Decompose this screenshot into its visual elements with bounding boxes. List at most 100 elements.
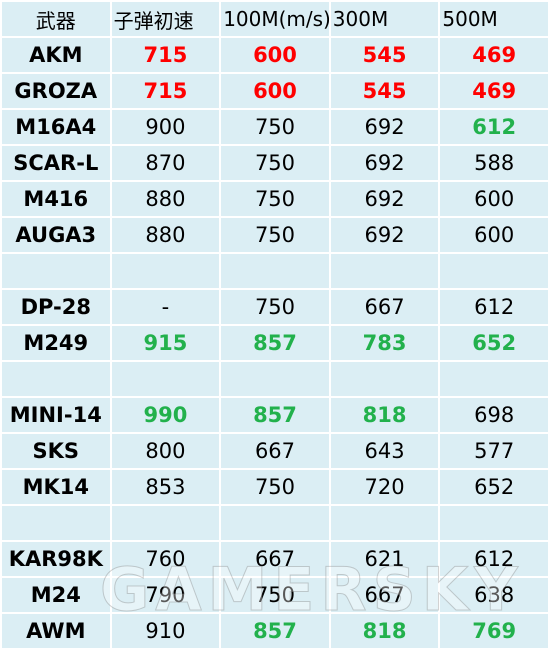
velocity-cell: 880 <box>109 180 222 218</box>
weapon-name: GROZA <box>0 72 112 110</box>
velocity-cell: 783 <box>328 324 441 362</box>
velocity-cell: 750 <box>219 144 331 182</box>
velocity-cell: 469 <box>438 72 550 110</box>
velocity-cell: 800 <box>109 432 222 470</box>
velocity-cell: 588 <box>438 144 550 182</box>
header-cell: 100M(m/s) <box>219 0 331 38</box>
empty-cell <box>0 504 112 542</box>
velocity-cell: 667 <box>328 288 441 326</box>
velocity-cell: 612 <box>438 288 550 326</box>
header-cell: 武器 <box>0 0 112 38</box>
empty-cell <box>219 360 331 398</box>
data-row: DP-28-750 667 612 <box>0 288 550 326</box>
spacer-row <box>0 360 550 398</box>
velocity-cell: 769 <box>438 612 550 650</box>
empty-cell <box>0 252 112 290</box>
velocity-cell: 612 <box>438 108 550 146</box>
weapon-name: M24 <box>0 576 112 614</box>
velocity-cell: - <box>109 288 222 326</box>
spacer-row <box>0 504 550 542</box>
empty-cell <box>0 360 112 398</box>
header-cell: 500M <box>438 0 550 38</box>
velocity-cell: 870 <box>109 144 222 182</box>
velocity-cell: 880 <box>109 216 222 254</box>
velocity-cell: 667 <box>328 576 441 614</box>
data-row: MK14 853 750 720 652 <box>0 468 550 506</box>
velocity-cell: 600 <box>219 72 331 110</box>
velocity-cell: 692 <box>328 216 441 254</box>
velocity-cell: 857 <box>219 612 331 650</box>
velocity-cell: 750 <box>219 468 331 506</box>
empty-cell <box>328 360 441 398</box>
data-row: AWM 910 857 818 769 <box>0 612 550 650</box>
weapon-name: M16A4 <box>0 108 112 146</box>
velocity-cell: 545 <box>328 72 441 110</box>
empty-cell <box>109 360 222 398</box>
header-cell: 300M <box>328 0 441 38</box>
velocity-cell: 900 <box>109 108 222 146</box>
velocity-cell: 818 <box>328 612 441 650</box>
velocity-cell: 600 <box>438 216 550 254</box>
velocity-cell: 750 <box>219 108 331 146</box>
weapon-name: M249 <box>0 324 112 362</box>
weapon-name: MINI-14 <box>0 396 112 434</box>
empty-cell <box>219 252 331 290</box>
velocity-cell: 652 <box>438 324 550 362</box>
header-row: 武器 子弹初速 100M(m/s) 300M 500M <box>0 0 550 38</box>
weapon-name: AKM <box>0 36 112 74</box>
velocity-cell: 469 <box>438 36 550 74</box>
velocity-cell: 652 <box>438 468 550 506</box>
velocity-cell: 857 <box>219 324 331 362</box>
velocity-cell: 715 <box>109 72 222 110</box>
weapon-name: AWM <box>0 612 112 650</box>
weapon-name: SKS <box>0 432 112 470</box>
spacer-row <box>0 252 550 290</box>
data-row: M16A4 900 750 692 612 <box>0 108 550 146</box>
velocity-cell: 692 <box>328 180 441 218</box>
velocity-cell: 915 <box>109 324 222 362</box>
velocity-cell: 612 <box>438 540 550 578</box>
velocity-cell: 667 <box>219 540 331 578</box>
empty-cell <box>438 504 550 542</box>
empty-cell <box>109 504 222 542</box>
velocity-cell: 990 <box>109 396 222 434</box>
data-row: M249 915 857 783 652 <box>0 324 550 362</box>
data-row: KAR98K 760 667 621 612 <box>0 540 550 578</box>
weapon-name: AUGA3 <box>0 216 112 254</box>
velocity-cell: 910 <box>109 612 222 650</box>
empty-cell <box>328 504 441 542</box>
velocity-cell: 638 <box>438 576 550 614</box>
data-row: AKM 715 600 545 469 <box>0 36 550 74</box>
data-row: M416 880 750 692 600 <box>0 180 550 218</box>
weapon-name: MK14 <box>0 468 112 506</box>
weapon-name: M416 <box>0 180 112 218</box>
data-row: MINI-14 990 857 818 698 <box>0 396 550 434</box>
header-cell: 子弹初速 <box>109 0 222 38</box>
velocity-cell: 750 <box>219 180 331 218</box>
velocity-cell: 790 <box>109 576 222 614</box>
velocity-cell: 667 <box>219 432 331 470</box>
velocity-cell: 643 <box>328 432 441 470</box>
velocity-cell: 853 <box>109 468 222 506</box>
velocity-cell: 545 <box>328 36 441 74</box>
data-row: SCAR-L 870 750 692 588 <box>0 144 550 182</box>
velocity-cell: 715 <box>109 36 222 74</box>
weapon-name: DP-28 <box>0 288 112 326</box>
empty-cell <box>438 360 550 398</box>
velocity-cell: 720 <box>328 468 441 506</box>
data-row: AUGA3 880 750 692 600 <box>0 216 550 254</box>
velocity-cell: 600 <box>219 36 331 74</box>
velocity-cell: 818 <box>328 396 441 434</box>
weapon-name: KAR98K <box>0 540 112 578</box>
velocity-cell: 692 <box>328 144 441 182</box>
empty-cell <box>109 252 222 290</box>
velocity-cell: 698 <box>438 396 550 434</box>
velocity-cell: 750 <box>219 216 331 254</box>
data-row: GROZA 715 600 545 469 <box>0 72 550 110</box>
velocity-cell: 621 <box>328 540 441 578</box>
velocity-cell: 600 <box>438 180 550 218</box>
velocity-cell: 760 <box>109 540 222 578</box>
empty-cell <box>328 252 441 290</box>
data-row: M24 790 750 667 638 <box>0 576 550 614</box>
